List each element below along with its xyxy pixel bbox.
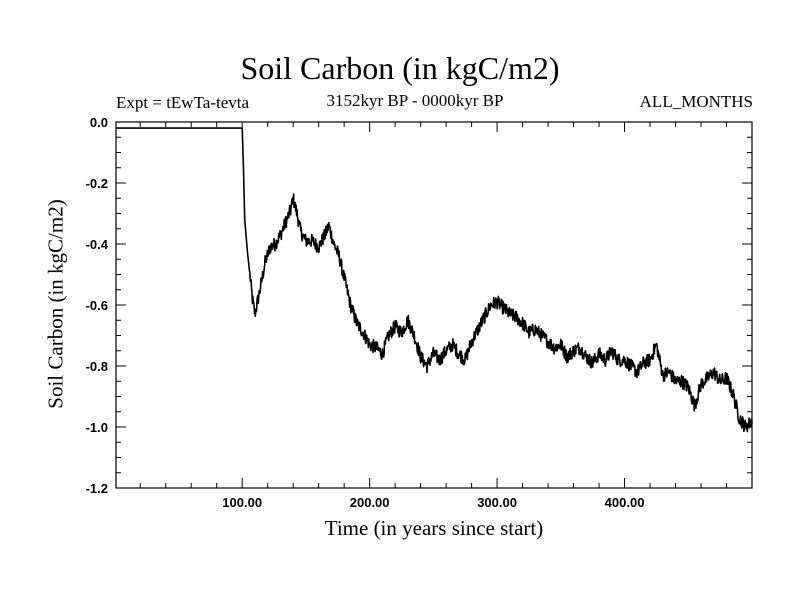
y-tick-label: 0.0 [90,115,108,130]
period-label: 3152kyr BP - 0000kyr BP [326,91,504,110]
y-tick-label: -0.4 [86,237,109,252]
axes-group: 100.00 200.00 300.00 400.00 0.0 -0.2 -0.4 -0.6 -… [86,115,753,510]
x-axis-label: Time (in years since start) [324,516,544,540]
x-tick-label: 300.00 [477,495,517,510]
y-tick-label: -1.2 [86,481,108,496]
x-tick-label: 200.00 [350,495,390,510]
y-tick-label: -0.6 [86,298,108,313]
x-tick-label: 400.00 [605,495,645,510]
series-line [116,127,753,433]
experiment-label: Expt = tEwTa-tevta [116,93,250,112]
months-label: ALL_MONTHS [639,92,753,111]
plot-group [116,127,753,433]
y-tick-label: -1.0 [86,420,108,435]
chart-title: Soil Carbon (in kgC/m2) [240,50,560,86]
plot-frame [115,121,753,489]
y-axis-label: Soil Carbon (in kgC/m2) [43,199,68,409]
y-tick-label: -0.2 [86,176,108,191]
x-tick-label: 100.00 [222,495,262,510]
y-tick-label: -0.8 [86,359,108,374]
